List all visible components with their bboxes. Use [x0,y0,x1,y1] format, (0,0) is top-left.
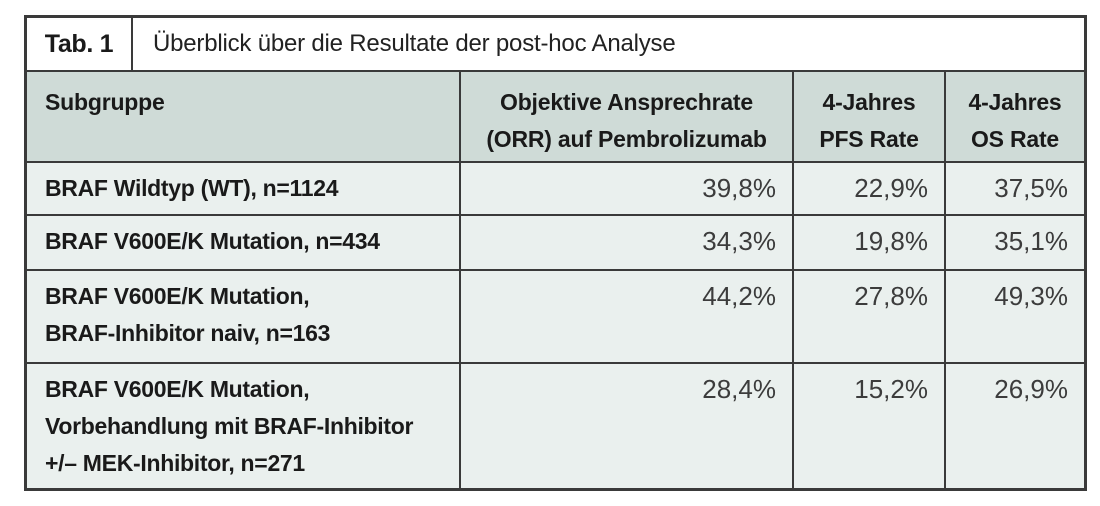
table-row: BRAF V600E/K Mutation, n=434 34,3% 19,8%… [26,214,1085,271]
cell-orr: 44,2% [459,269,794,364]
cell-pfs: 22,9% [792,161,946,216]
cell-pfs: 15,2% [792,362,946,489]
cell-orr: 28,4% [459,362,794,489]
cell-pfs: 19,8% [792,214,946,271]
cell-pfs: 27,8% [792,269,946,364]
table-row: BRAF V600E/K Mutation, BRAF-Inhibitor na… [26,269,1085,364]
column-header-orr-line2: (ORR) auf Pembrolizumab [486,126,767,152]
cell-os: 26,9% [944,362,1085,489]
column-header-pfs-line2: PFS Rate [819,126,919,152]
row-label: BRAF V600E/K Mutation, n=434 [26,214,461,271]
row-label-line: BRAF V600E/K Mutation, n=434 [45,228,380,254]
row-label-line: BRAF V600E/K Mutation, [45,283,310,309]
table-title: Überblick über die Resultate der post-ho… [153,30,676,57]
table-tag: Tab. 1 [27,18,133,70]
row-label-line: BRAF Wildtyp (WT), n=1124 [45,175,339,201]
column-header-os-line2: OS Rate [970,126,1060,152]
column-header-pfs-line1: 4-Jahres [822,89,916,115]
cell-os: 49,3% [944,269,1085,364]
row-label-line: +/– MEK-Inhibitor, n=271 [45,450,305,476]
column-header-orr-line1: Objektive Ansprechrate [500,89,753,115]
header-row: Subgruppe Objektive Ansprechrate (ORR) a… [26,71,1085,163]
table-row: BRAF V600E/K Mutation, Vorbehandlung mit… [26,362,1085,489]
column-header-os-line1: 4-Jahres [968,89,1062,115]
column-header-orr: Objektive Ansprechrate (ORR) auf Pembrol… [459,71,794,163]
results-table: Subgruppe Objektive Ansprechrate (ORR) a… [26,71,1085,489]
cell-orr: 34,3% [459,214,794,271]
cell-orr: 39,8% [459,161,794,216]
row-label: BRAF Wildtyp (WT), n=1124 [26,161,461,216]
table-row: BRAF Wildtyp (WT), n=1124 39,8% 22,9% 37… [26,161,1085,216]
row-label-line: BRAF-Inhibitor naiv, n=163 [45,320,331,346]
row-label-line: Vorbehandlung mit BRAF-Inhibitor [45,413,414,439]
column-header-subgruppe: Subgruppe [26,71,461,163]
row-label: BRAF V600E/K Mutation, BRAF-Inhibitor na… [26,269,461,364]
table-title-bar: Tab. 1 Überblick über die Resultate der … [27,18,1084,72]
row-label-line: BRAF V600E/K Mutation, [45,376,310,402]
column-header-pfs: 4-Jahres PFS Rate [792,71,946,163]
cell-os: 35,1% [944,214,1085,271]
row-label: BRAF V600E/K Mutation, Vorbehandlung mit… [26,362,461,489]
column-header-subgruppe-label: Subgruppe [45,89,165,115]
results-table-frame: Tab. 1 Überblick über die Resultate der … [24,15,1087,491]
cell-os: 37,5% [944,161,1085,216]
column-header-os: 4-Jahres OS Rate [944,71,1085,163]
